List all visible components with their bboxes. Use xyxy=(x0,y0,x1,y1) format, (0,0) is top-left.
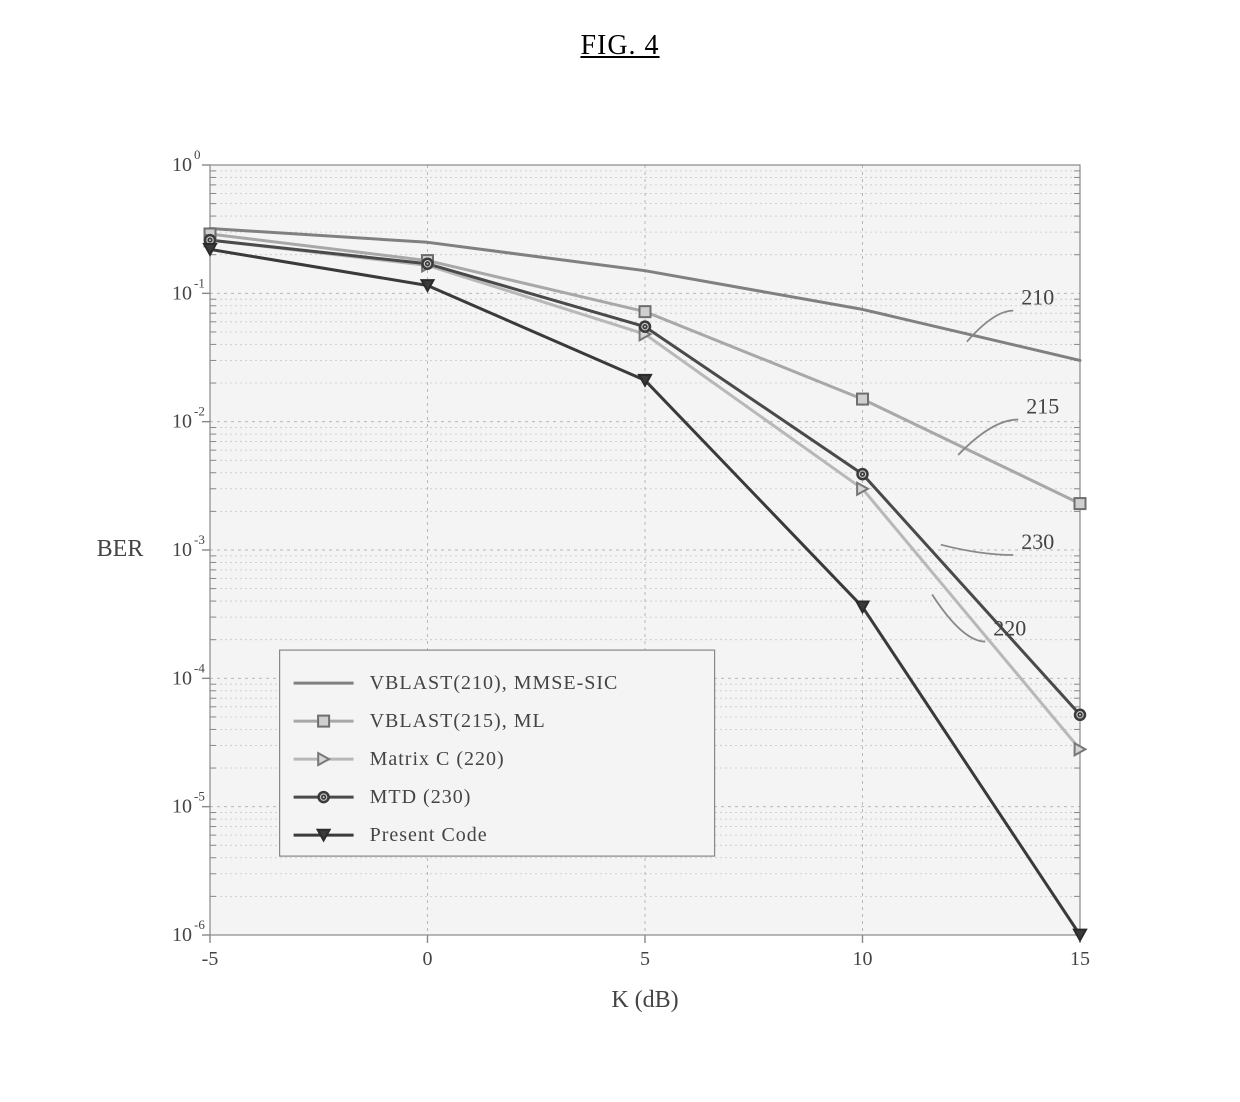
svg-text:K (dB): K (dB) xyxy=(611,987,678,1013)
ber-chart: -505101510010-110-210-310-410-510-6BERK … xyxy=(0,0,1240,1102)
figure-container: FIG. 4 -505101510010-110-210-310-410-510… xyxy=(0,0,1240,1102)
svg-text:10: 10 xyxy=(172,411,192,433)
legend-label-s230: MTD (230) xyxy=(370,786,472,808)
svg-text:-4: -4 xyxy=(194,660,205,675)
svg-text:-5: -5 xyxy=(194,789,205,804)
annotation-230: 230 xyxy=(1021,529,1054,554)
svg-text:15: 15 xyxy=(1070,948,1090,970)
svg-text:10: 10 xyxy=(172,924,192,946)
annotation-215: 215 xyxy=(1026,394,1059,419)
figure-title: FIG. 4 xyxy=(0,30,1240,62)
svg-text:10: 10 xyxy=(172,539,192,561)
svg-text:10: 10 xyxy=(172,282,192,304)
svg-text:-2: -2 xyxy=(194,404,205,419)
svg-text:10: 10 xyxy=(172,154,192,176)
annotation-210: 210 xyxy=(1021,285,1054,310)
legend-label-present: Present Code xyxy=(370,824,488,846)
annotation-220: 220 xyxy=(993,616,1026,641)
svg-text:10: 10 xyxy=(172,667,192,689)
svg-text:10: 10 xyxy=(853,948,873,970)
svg-text:-1: -1 xyxy=(194,275,205,290)
legend-label-s215: VBLAST(215), ML xyxy=(370,710,546,732)
legend-label-s210: VBLAST(210), MMSE-SIC xyxy=(370,672,619,694)
svg-text:10: 10 xyxy=(172,796,192,818)
svg-text:BER: BER xyxy=(97,536,144,562)
svg-text:-6: -6 xyxy=(194,917,205,932)
svg-text:-3: -3 xyxy=(194,532,205,547)
svg-text:0: 0 xyxy=(423,948,433,970)
legend-label-s220: Matrix C (220) xyxy=(370,748,505,770)
svg-text:5: 5 xyxy=(640,948,650,970)
svg-text:-5: -5 xyxy=(202,948,219,970)
svg-text:0: 0 xyxy=(194,147,201,162)
